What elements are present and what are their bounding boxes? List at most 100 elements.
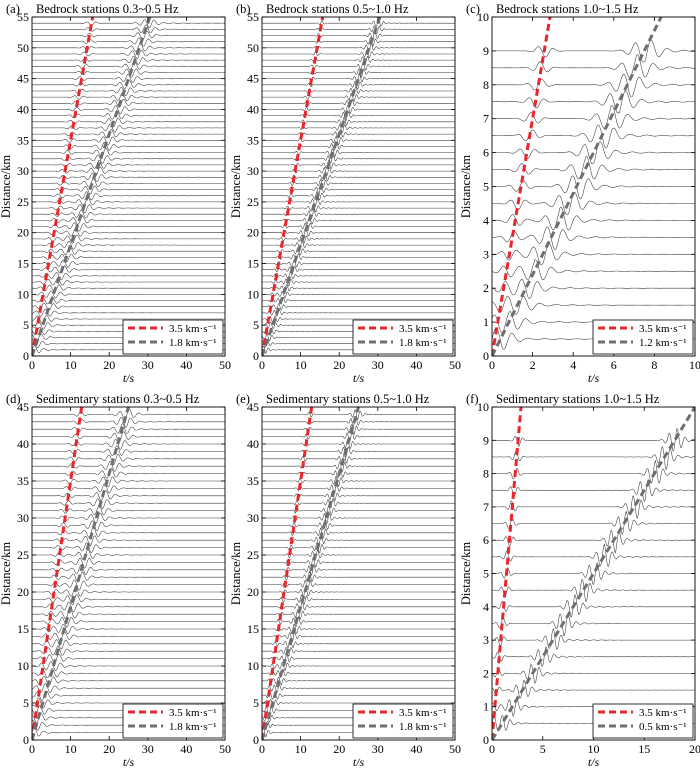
y-tick-label: 45 <box>17 72 29 86</box>
panel-a: 0 10 20 30 40 50 0 5 10 15 20 25 30 35 40 45 50 55(a) Bedr… <box>0 2 231 385</box>
seismic-trace <box>262 303 455 311</box>
seismic-trace <box>262 68 455 78</box>
y-tick-label: 9 <box>483 44 489 58</box>
seismic-trace <box>32 159 225 169</box>
y-tick-label: 35 <box>247 474 259 488</box>
axes-frame <box>31 406 226 741</box>
seismic-trace <box>492 278 695 300</box>
y-tick-label: 5 <box>23 696 29 710</box>
x-tick-label: 20 <box>689 742 700 756</box>
seismic-trace <box>32 422 225 434</box>
legend-box <box>592 319 694 355</box>
seismic-trace <box>32 185 225 195</box>
y-tick-label: 55 <box>247 10 259 24</box>
y-tick-label: 30 <box>17 511 29 525</box>
seismic-trace <box>32 645 225 656</box>
x-axis-label: t/s <box>588 371 600 385</box>
y-tick-label: 40 <box>17 437 29 451</box>
seismic-trace <box>32 227 225 237</box>
x-tick-label: 4 <box>570 358 576 372</box>
axes-frame <box>261 16 456 357</box>
y-tick-label: 0 <box>483 349 489 363</box>
y-tick-label: 25 <box>17 548 29 562</box>
x-tick-label: 40 <box>180 742 192 756</box>
plot-area <box>262 407 455 740</box>
y-tick-label: 5 <box>23 318 29 332</box>
velocity-line-1.8 <box>32 17 152 356</box>
y-tick-label: 5 <box>253 318 259 332</box>
seismic-trace <box>32 296 225 305</box>
y-tick-label: 20 <box>247 226 259 240</box>
legend-label: 3.5 km·s⁻¹ <box>399 707 447 719</box>
panel-title: Sedimentary stations 0.5~1.0 Hz <box>266 392 430 406</box>
x-tick-label: 10 <box>689 358 700 372</box>
seismic-trace <box>32 30 225 40</box>
legend-label: 0.5 km·s⁻¹ <box>639 721 687 733</box>
seismic-trace <box>32 302 225 311</box>
legend-box <box>352 319 454 355</box>
seismic-trace <box>492 562 695 585</box>
seismic-trace <box>262 653 455 664</box>
x-tick-label: 15 <box>638 742 650 756</box>
y-tick-label: 35 <box>17 474 29 488</box>
seismic-trace <box>262 142 455 151</box>
x-axis-label: t/s <box>123 371 135 385</box>
panel-label: (a) <box>6 2 20 16</box>
seismic-trace <box>32 438 225 450</box>
panel-title: Bedrock stations 0.3~0.5 Hz <box>36 2 179 16</box>
seismic-trace <box>262 159 455 170</box>
seismic-trace <box>262 315 455 323</box>
seismic-trace <box>262 498 455 509</box>
seismic-trace <box>492 478 695 502</box>
seismic-trace <box>32 308 225 317</box>
seismic-trace <box>32 191 225 201</box>
seismic-trace <box>262 585 455 598</box>
seismic-trace <box>262 684 455 693</box>
seismic-trace <box>492 226 695 251</box>
y-tick-label: 10 <box>247 659 259 673</box>
seismic-trace <box>32 571 225 583</box>
x-tick-label: 6 <box>611 358 617 372</box>
seismic-trace <box>32 49 225 59</box>
panel-title: Bedrock stations 0.5~1.0 Hz <box>266 2 409 16</box>
seismic-trace <box>32 549 225 561</box>
y-tick-label: 0 <box>483 733 489 747</box>
y-tick-label: 2 <box>483 281 489 295</box>
seismic-trace <box>262 166 455 177</box>
seismic-trace <box>262 240 455 250</box>
seismic-trace <box>262 549 455 560</box>
seismic-trace <box>32 172 225 182</box>
seismic-trace <box>32 504 225 516</box>
seismic-trace <box>32 661 225 672</box>
seismic-trace <box>262 503 455 516</box>
seismic-trace <box>492 459 695 484</box>
seismic-trace <box>262 296 455 305</box>
x-tick-label: 0 <box>489 742 495 756</box>
y-tick-label: 30 <box>247 164 259 178</box>
seismic-trace <box>32 136 225 146</box>
x-tick-label: 10 <box>65 742 77 756</box>
velocity-line-3.5 <box>492 407 523 740</box>
y-tick-label: 0 <box>23 349 29 363</box>
y-tick-label: 25 <box>247 195 259 209</box>
seismic-trace <box>492 295 695 315</box>
y-tick-label: 0 <box>23 733 29 747</box>
x-tick-label: 20 <box>103 358 115 372</box>
y-tick-label: 15 <box>247 257 259 271</box>
seismic-trace <box>492 39 695 63</box>
seismic-trace <box>262 171 455 182</box>
seismic-trace <box>32 579 225 591</box>
seismic-trace <box>262 570 455 582</box>
seismic-trace <box>32 234 225 244</box>
seismic-trace <box>492 191 695 216</box>
seismic-trace <box>32 594 225 606</box>
x-tick-label: 30 <box>372 358 384 372</box>
seismic-trace <box>32 148 225 157</box>
seismic-trace <box>262 698 455 709</box>
seismic-trace <box>262 519 455 531</box>
x-tick-label: 10 <box>295 358 307 372</box>
seismic-trace <box>262 623 455 634</box>
x-tick-label: 30 <box>372 742 384 756</box>
x-tick-label: 10 <box>588 742 600 756</box>
